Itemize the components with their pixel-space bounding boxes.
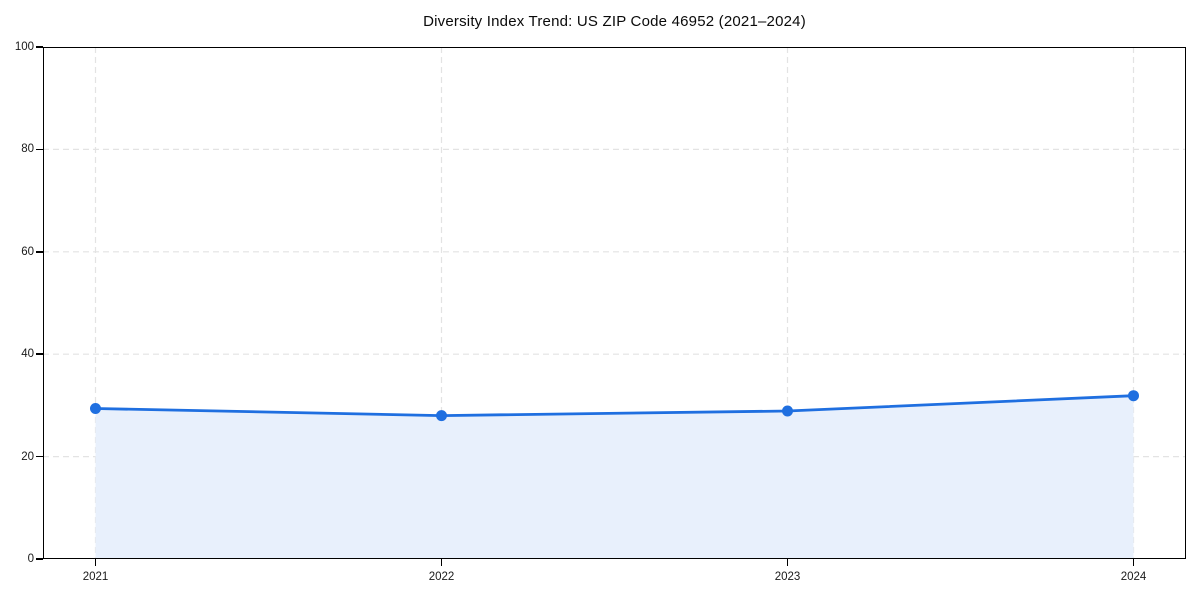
x-tick-label: 2021 [82, 571, 109, 583]
chart-canvas [43, 47, 1186, 559]
y-tick-label: 0 [27, 553, 34, 565]
y-tick-label: 60 [21, 245, 34, 258]
y-tick-label: 100 [14, 41, 34, 53]
plot-area [43, 47, 1186, 559]
y-tick-mark [36, 353, 43, 355]
x-tick-mark [440, 559, 443, 566]
y-tick-mark [36, 46, 43, 48]
x-tick-mark [94, 559, 97, 566]
x-tick-label: 2022 [428, 571, 455, 583]
trend-line [94, 394, 1135, 417]
y-tick-mark [36, 148, 43, 151]
y-tick-label: 80 [21, 143, 34, 156]
data-point-2023 [782, 405, 793, 417]
y-tick-mark [36, 455, 43, 458]
y-tick-mark [36, 558, 43, 560]
y-tick-label: 20 [21, 450, 34, 463]
x-tick-mark [1132, 559, 1135, 566]
x-tick-mark [786, 559, 789, 566]
y-tick-mark [36, 251, 43, 253]
y-tick-label: 40 [21, 348, 34, 361]
x-tick-label: 2023 [774, 571, 801, 583]
area-fill [95, 395, 1134, 559]
data-point-2021 [90, 403, 101, 414]
data-point-2022 [436, 410, 447, 422]
chart-title: Diversity Index Trend: US ZIP Code 46952… [423, 13, 806, 30]
data-point-2024 [1128, 390, 1139, 402]
x-tick-label: 2024 [1120, 571, 1147, 583]
